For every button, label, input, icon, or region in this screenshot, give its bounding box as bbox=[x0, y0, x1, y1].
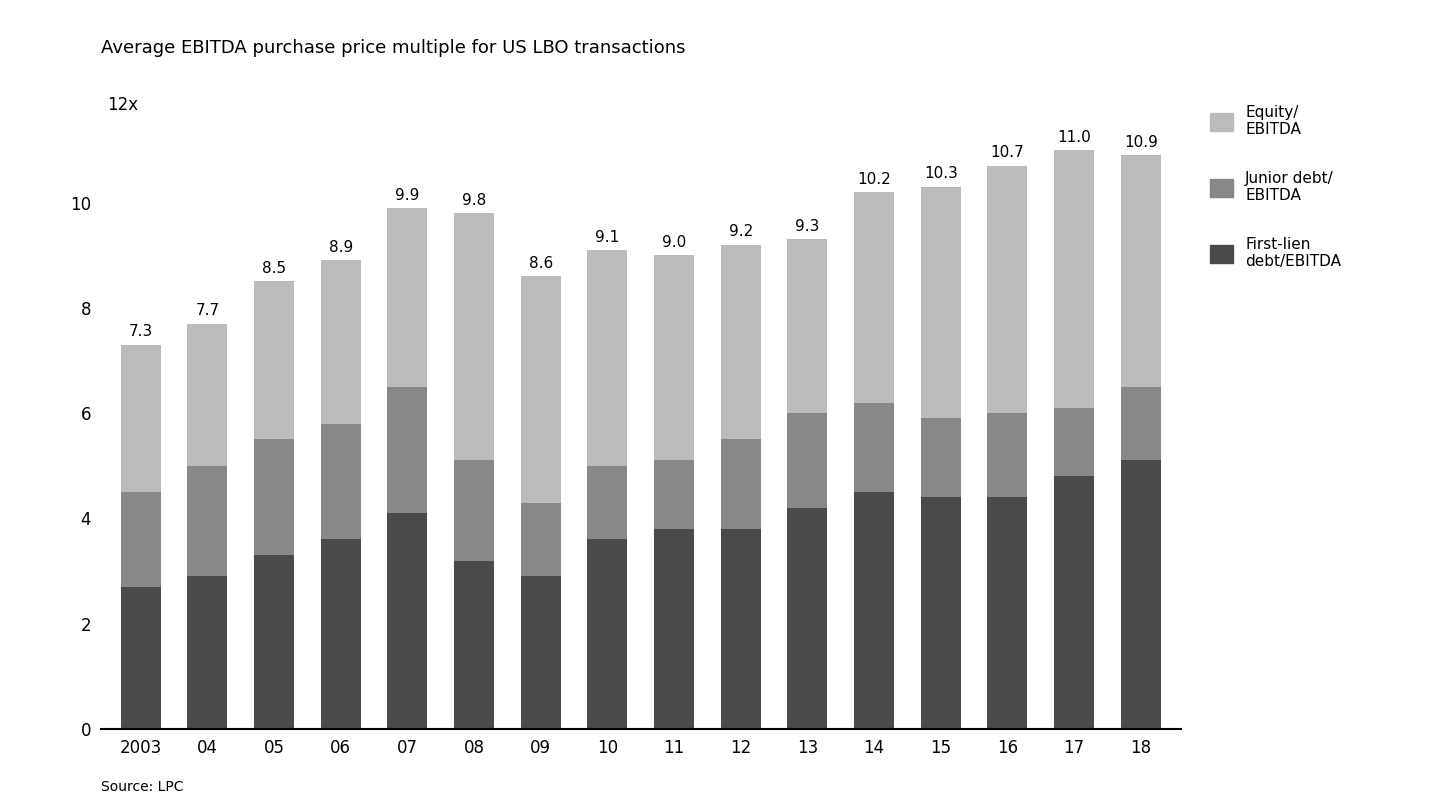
Bar bbox=[788, 413, 828, 508]
Bar bbox=[387, 514, 428, 729]
Bar bbox=[454, 561, 494, 729]
Bar bbox=[387, 208, 428, 387]
Bar bbox=[654, 461, 694, 529]
Bar bbox=[187, 324, 228, 466]
Bar bbox=[988, 413, 1028, 497]
Bar bbox=[1054, 408, 1094, 476]
Bar bbox=[1054, 150, 1094, 408]
Bar bbox=[121, 345, 161, 492]
Text: 9.8: 9.8 bbox=[462, 193, 487, 208]
Bar bbox=[321, 424, 361, 539]
Bar bbox=[187, 577, 228, 729]
Bar bbox=[721, 529, 760, 729]
Bar bbox=[654, 255, 694, 461]
Bar bbox=[253, 440, 294, 556]
Bar bbox=[588, 466, 628, 539]
Bar bbox=[920, 418, 960, 497]
Text: 8.5: 8.5 bbox=[262, 261, 287, 276]
Bar bbox=[187, 466, 228, 577]
Bar bbox=[854, 492, 894, 729]
Legend: Equity/
EBITDA, Junior debt/
EBITDA, First-lien
debt/EBITDA: Equity/ EBITDA, Junior debt/ EBITDA, Fir… bbox=[1210, 104, 1341, 269]
Bar bbox=[788, 508, 828, 729]
Bar bbox=[920, 187, 960, 418]
Text: 9.1: 9.1 bbox=[595, 229, 619, 245]
Bar bbox=[721, 245, 760, 440]
Bar bbox=[788, 240, 828, 413]
Bar bbox=[521, 503, 560, 577]
Bar bbox=[1120, 461, 1161, 729]
Bar bbox=[253, 282, 294, 440]
Bar bbox=[588, 250, 628, 466]
Text: 10.9: 10.9 bbox=[1123, 134, 1158, 150]
Bar bbox=[521, 276, 560, 502]
Text: Source: LPC: Source: LPC bbox=[101, 780, 183, 794]
Bar bbox=[521, 577, 560, 729]
Bar bbox=[1120, 156, 1161, 387]
Text: 9.2: 9.2 bbox=[729, 224, 753, 240]
Text: 12x: 12x bbox=[108, 96, 138, 114]
Bar bbox=[121, 586, 161, 729]
Text: 8.9: 8.9 bbox=[328, 240, 353, 255]
Bar bbox=[588, 539, 628, 729]
Bar bbox=[1120, 387, 1161, 461]
Bar bbox=[1054, 476, 1094, 729]
Text: 7.7: 7.7 bbox=[196, 303, 219, 318]
Bar bbox=[454, 213, 494, 461]
Bar bbox=[253, 556, 294, 729]
Bar bbox=[121, 492, 161, 586]
Text: 10.3: 10.3 bbox=[924, 166, 958, 181]
Text: 10.2: 10.2 bbox=[857, 172, 891, 187]
Text: 8.6: 8.6 bbox=[528, 256, 553, 271]
Bar bbox=[321, 261, 361, 424]
Bar bbox=[454, 461, 494, 561]
Text: Average EBITDA purchase price multiple for US LBO transactions: Average EBITDA purchase price multiple f… bbox=[101, 39, 685, 57]
Bar bbox=[654, 529, 694, 729]
Text: 7.3: 7.3 bbox=[128, 324, 153, 339]
Text: 9.3: 9.3 bbox=[795, 219, 819, 234]
Text: 11.0: 11.0 bbox=[1057, 130, 1092, 145]
Bar bbox=[387, 387, 428, 514]
Bar bbox=[988, 166, 1028, 413]
Bar bbox=[721, 440, 760, 529]
Bar bbox=[321, 539, 361, 729]
Text: 9.0: 9.0 bbox=[662, 235, 687, 250]
Text: 9.9: 9.9 bbox=[395, 187, 419, 202]
Bar bbox=[854, 192, 894, 403]
Bar bbox=[988, 497, 1028, 729]
Bar bbox=[854, 403, 894, 492]
Bar bbox=[920, 497, 960, 729]
Text: 10.7: 10.7 bbox=[991, 145, 1024, 160]
